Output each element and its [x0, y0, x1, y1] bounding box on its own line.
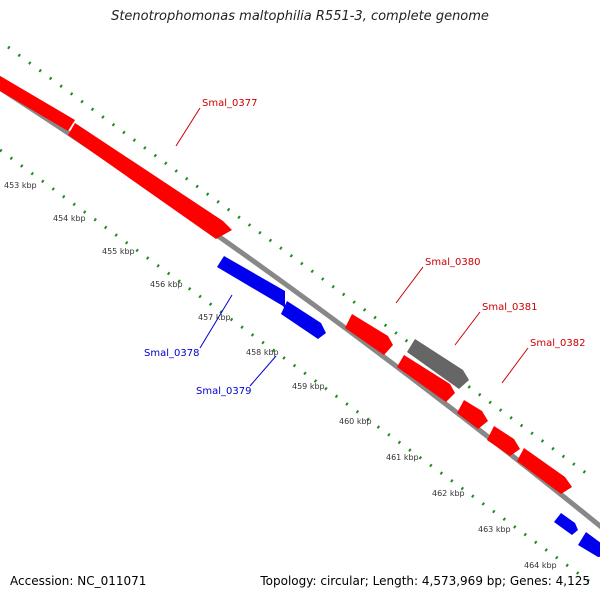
- outer-guide-track: [7, 45, 591, 478]
- leader-smal-0382: [501, 347, 529, 384]
- map-title: Stenotrophomonas maltophilia R551-3, com…: [111, 9, 489, 24]
- gene-feature-smal-0378[interactable]: [217, 256, 285, 309]
- gene-feature-blue-463-a[interactable]: [554, 513, 578, 535]
- genome-summary-label: Topology: circular; Length: 4,573,969 bp…: [260, 574, 590, 588]
- leader-smal-0378: [199, 294, 233, 349]
- tick-label: 455 kbp: [102, 247, 135, 256]
- tick-label: 462 kbp: [432, 489, 465, 498]
- gene-feature-smal-0377[interactable]: [68, 123, 232, 239]
- tick-label: 463 kbp: [478, 525, 511, 534]
- leader-smal-0381: [454, 311, 481, 346]
- gene-feature-smal-0380[interactable]: [345, 314, 393, 355]
- gene-feature-smal-0379[interactable]: [281, 301, 326, 339]
- gene-label-smal-0380: Smal_0380: [425, 257, 480, 268]
- gene-feature-smal-0382-c[interactable]: [487, 426, 520, 456]
- tick-label: 457 kbp: [198, 313, 231, 322]
- gene-feature-smal-0382-d[interactable]: [517, 448, 572, 494]
- tick-label: 458 kbp: [246, 348, 279, 357]
- gene-feature-smal-0377-a[interactable]: [0, 70, 75, 131]
- leader-smal-0380: [395, 266, 424, 304]
- gene-label-smal-0381: Smal_0381: [482, 302, 537, 313]
- gene-feature-smal-0382-b[interactable]: [457, 400, 488, 429]
- leader-smal-0377: [175, 107, 201, 147]
- tick-label: 453 kbp: [4, 181, 37, 190]
- guide-tracks: [0, 45, 591, 584]
- position-tick-labels: 453 kbp 454 kbp 455 kbp 456 kbp 457 kbp …: [4, 181, 557, 570]
- gene-label-smal-0382: Smal_0382: [530, 338, 585, 349]
- gene-feature-smal-0381[interactable]: [407, 339, 469, 389]
- leader-smal-0379: [249, 355, 277, 387]
- tick-label: 456 kbp: [150, 280, 183, 289]
- label-leader-lines: [175, 107, 529, 387]
- tick-label: 464 kbp: [524, 561, 557, 570]
- tick-label: 461 kbp: [386, 453, 419, 462]
- gene-label-smal-0379: Smal_0379: [196, 386, 251, 397]
- inner-guide-track: [0, 148, 591, 584]
- accession-label: Accession: NC_011071: [10, 574, 147, 588]
- tick-label: 459 kbp: [292, 382, 325, 391]
- gene-feature-blue-463-b[interactable]: [578, 532, 600, 557]
- gene-label-smal-0377: Smal_0377: [202, 98, 257, 109]
- gene-label-smal-0378: Smal_0378: [144, 348, 199, 359]
- gene-labels: Smal_0377 Smal_0378 Smal_0379 Smal_0380 …: [144, 98, 585, 397]
- gene-feature-smal-0382-a[interactable]: [397, 355, 455, 402]
- tick-label: 460 kbp: [339, 417, 372, 426]
- tick-label: 454 kbp: [53, 214, 86, 223]
- gene-features[interactable]: [0, 70, 600, 557]
